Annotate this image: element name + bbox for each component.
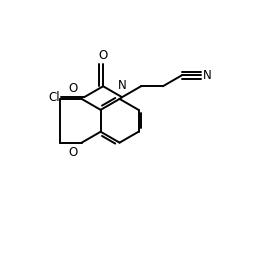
Text: O: O bbox=[98, 49, 108, 62]
Text: N: N bbox=[203, 69, 211, 82]
Text: O: O bbox=[69, 146, 78, 159]
Text: N: N bbox=[118, 79, 126, 92]
Text: Cl: Cl bbox=[48, 91, 60, 104]
Text: O: O bbox=[69, 82, 78, 95]
